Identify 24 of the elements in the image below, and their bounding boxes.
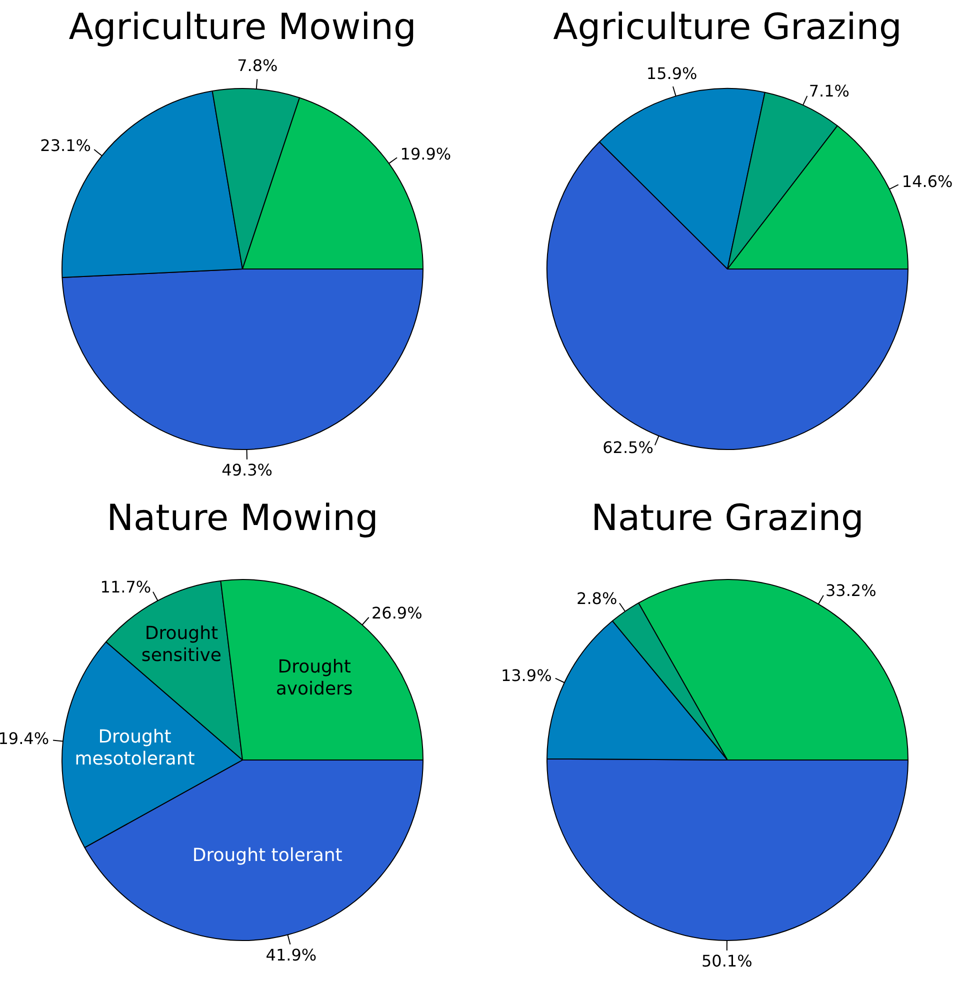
slice-label: Drought avoiders [276,656,353,700]
data-label: 23.1% [40,136,92,156]
slice-label: Drought sensitive [141,622,222,666]
data-label: 2.8% [576,588,618,608]
chart-title: Agriculture Mowing [68,6,418,50]
data-label: 13.9% [500,666,552,685]
chart-title: Nature Grazing [590,497,865,541]
data-label: 19.9% [400,144,452,164]
data-label: 11.7% [100,577,152,596]
data-label: 50.1% [701,952,752,971]
data-label: 15.9% [646,64,698,83]
data-label: 14.6% [902,172,953,192]
data-label: 41.9% [266,945,317,964]
chart-title: Agriculture Grazing [552,6,903,50]
data-label: 7.8% [237,56,278,76]
data-label: 49.3% [222,460,272,480]
slice-label: Drought tolerant [192,844,342,866]
data-label: 62.5% [602,438,654,457]
data-label: 19.4% [0,729,50,748]
chart-title: Nature Mowing [106,497,380,541]
data-label: 7.1% [808,81,850,100]
data-label: 26.9% [371,604,422,623]
data-label: 33.2% [825,581,876,600]
slice-label: Drought mesotolerant [74,726,195,770]
